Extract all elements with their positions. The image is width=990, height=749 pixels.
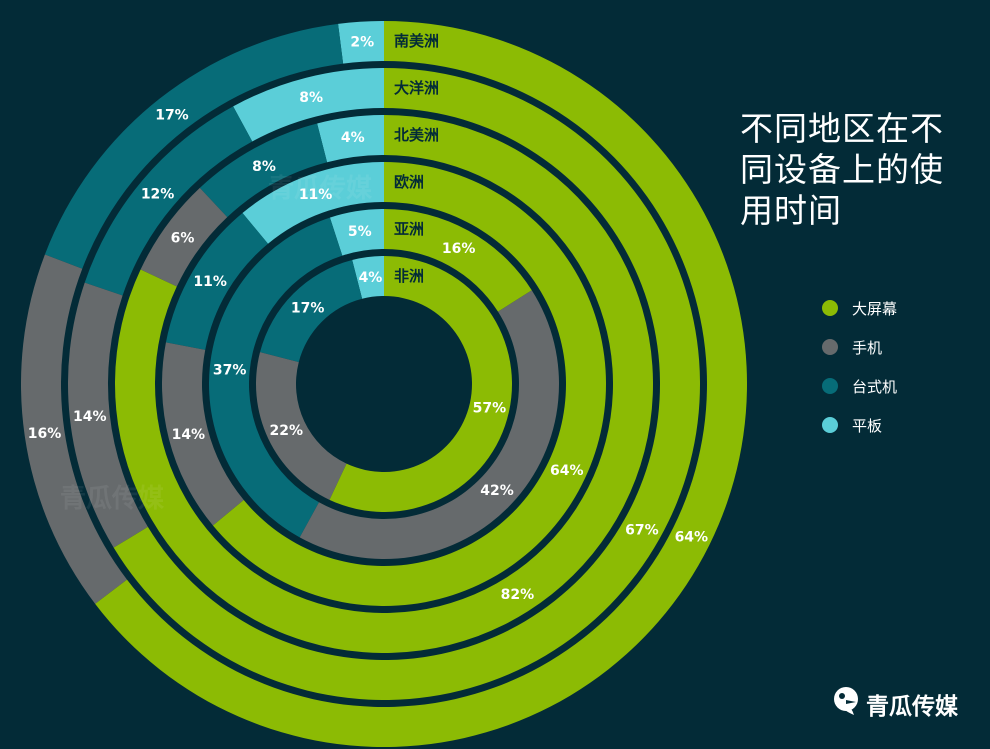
data-label: 67% bbox=[625, 522, 659, 538]
ring-3: 11% 11% 14% 64% 欧洲 bbox=[162, 162, 607, 607]
legend-label: 大屏幕 bbox=[852, 299, 898, 318]
legend-label: 台式机 bbox=[852, 377, 898, 396]
segment bbox=[329, 209, 384, 256]
data-label: 37% bbox=[213, 362, 247, 378]
data-label: 64% bbox=[675, 529, 709, 545]
legend-item-large-screen: 大屏幕 bbox=[822, 298, 897, 318]
data-label: 4% bbox=[359, 270, 383, 286]
segment bbox=[140, 187, 228, 287]
data-label: 16% bbox=[28, 426, 62, 442]
data-label: 4% bbox=[341, 130, 365, 146]
data-label: 8% bbox=[299, 90, 323, 106]
chart-title-line: 同设备上的使 bbox=[740, 150, 944, 189]
data-label: 14% bbox=[172, 427, 206, 443]
legend-item-tablet: 平板 bbox=[822, 415, 897, 435]
cucumber-bird-icon bbox=[832, 686, 860, 722]
data-label: 11% bbox=[193, 274, 227, 290]
data-label: 12% bbox=[141, 186, 175, 202]
segment bbox=[233, 68, 384, 142]
brand-name: 青瓜传媒 bbox=[866, 694, 958, 720]
legend: 大屏幕 手机 台式机 平板 bbox=[822, 298, 897, 454]
data-label: 42% bbox=[480, 483, 514, 499]
chart-title: 不同地区在不 同设备上的使 用时间 bbox=[740, 108, 980, 231]
brand-logo: 青瓜传媒 bbox=[832, 686, 958, 722]
segment bbox=[208, 217, 343, 538]
ring-5: 8% 12% 14% 67% 大洋洲 bbox=[67, 68, 700, 700]
segment bbox=[255, 352, 347, 500]
chart-title-line: 不同地区在不 bbox=[740, 109, 944, 148]
ring-region-label: 亚洲 bbox=[394, 220, 424, 238]
data-label: 14% bbox=[73, 409, 107, 425]
ring-region-label: 非洲 bbox=[394, 267, 424, 285]
segment bbox=[162, 342, 244, 526]
segment bbox=[329, 256, 513, 512]
ring-2: 5% 37% 42% 16% 亚洲 bbox=[208, 209, 559, 560]
ring-region-label: 大洋洲 bbox=[394, 79, 439, 97]
segment bbox=[199, 123, 328, 218]
segment bbox=[20, 254, 127, 604]
data-label: 64% bbox=[550, 463, 584, 479]
ring-region-label: 欧洲 bbox=[394, 173, 424, 191]
data-label: 22% bbox=[270, 423, 304, 439]
data-label: 5% bbox=[348, 224, 372, 240]
segment bbox=[44, 23, 344, 269]
legend-item-desktop: 台式机 bbox=[822, 376, 897, 396]
segment bbox=[299, 290, 559, 560]
segment bbox=[384, 209, 532, 312]
segment bbox=[317, 115, 384, 163]
legend-swatch bbox=[822, 417, 838, 433]
segment bbox=[212, 162, 607, 607]
segment bbox=[67, 282, 148, 548]
ring-1: 4% 17% 22% 57% 非洲 bbox=[255, 256, 513, 512]
data-label: 8% bbox=[252, 159, 276, 175]
data-label: 57% bbox=[473, 401, 507, 417]
data-label: 11% bbox=[299, 187, 333, 203]
legend-item-phone: 手机 bbox=[822, 337, 897, 357]
data-label: 2% bbox=[350, 35, 374, 51]
data-label: 17% bbox=[155, 107, 189, 123]
ring-4: 4% 8% 6% 82% 北美洲 bbox=[115, 115, 653, 653]
data-label: 82% bbox=[501, 587, 535, 603]
legend-swatch bbox=[822, 339, 838, 355]
segment bbox=[338, 21, 384, 64]
legend-swatch bbox=[822, 378, 838, 394]
data-label: 6% bbox=[171, 231, 195, 247]
segment bbox=[260, 260, 363, 363]
segment bbox=[165, 212, 268, 350]
data-label: 17% bbox=[291, 301, 325, 317]
ring-6: 2% 17% 16% 64% 南美洲 bbox=[20, 21, 747, 747]
chart-title-line: 用时间 bbox=[740, 191, 842, 230]
legend-label: 平板 bbox=[852, 416, 883, 435]
ring-region-label: 南美洲 bbox=[394, 32, 439, 50]
segment bbox=[84, 106, 253, 296]
ring-region-label: 北美洲 bbox=[394, 126, 439, 144]
segment bbox=[242, 162, 384, 244]
legend-swatch bbox=[822, 300, 838, 316]
segment bbox=[352, 256, 384, 299]
legend-label: 手机 bbox=[852, 338, 883, 357]
data-label: 16% bbox=[442, 241, 476, 257]
